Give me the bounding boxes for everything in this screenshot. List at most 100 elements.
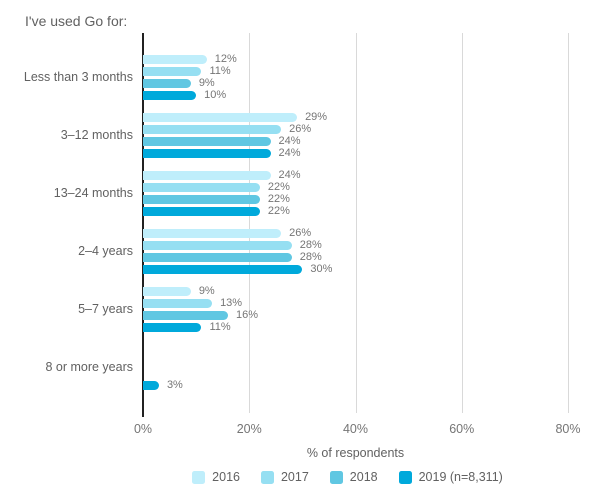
gridline bbox=[249, 33, 251, 413]
bar-group: Less than 3 months 12% 11% 9% 10% bbox=[24, 52, 568, 101]
bar-value-label: 26% bbox=[289, 122, 312, 135]
bar-row: 22% bbox=[143, 180, 568, 193]
category-label: 3–12 months bbox=[60, 128, 133, 142]
bar-value-label: 28% bbox=[299, 250, 322, 263]
category-label: 8 or more years bbox=[45, 360, 133, 374]
bar bbox=[143, 322, 202, 332]
bar-value-label: 11% bbox=[209, 64, 231, 77]
bar-row bbox=[143, 369, 568, 378]
bar-group: 13–24 months 24% 22% 22% 22% bbox=[54, 168, 568, 217]
bar bbox=[143, 194, 260, 204]
legend-item: 2016 bbox=[192, 470, 240, 484]
bar-value-label: 11% bbox=[209, 320, 231, 333]
bar-row: 30% bbox=[143, 262, 568, 275]
bar-value-label: 29% bbox=[305, 110, 328, 123]
bar-row: 22% bbox=[143, 204, 568, 217]
bar bbox=[143, 78, 191, 88]
x-tick-label: 60% bbox=[449, 422, 475, 436]
bar-group: 5–7 years 9% 13% 16% 11% bbox=[78, 284, 568, 333]
bar bbox=[143, 54, 207, 64]
bar bbox=[143, 206, 260, 216]
bar-value-label: 24% bbox=[278, 168, 301, 181]
legend-label: 2018 bbox=[349, 470, 378, 484]
bar-value-label: 22% bbox=[267, 180, 290, 193]
bar-row bbox=[143, 357, 568, 366]
bar-row: 11% bbox=[143, 64, 568, 77]
bar-value-label: 24% bbox=[278, 134, 301, 147]
bar-group: 2–4 years 26% 28% 28% 30% bbox=[78, 226, 568, 275]
bar-row: 12% bbox=[143, 52, 568, 65]
bar bbox=[143, 90, 197, 100]
bar-value-label: 9% bbox=[198, 76, 215, 89]
bar-row: 11% bbox=[143, 320, 568, 333]
bar-value-label: 28% bbox=[299, 238, 322, 251]
bar-row: 29% bbox=[143, 110, 568, 123]
bar-value-label: 30% bbox=[310, 262, 333, 275]
legend-item: 2019 (n=8,311) bbox=[398, 470, 503, 484]
bar-row: 3% bbox=[143, 378, 568, 391]
x-tick-label: 40% bbox=[342, 422, 369, 436]
bar bbox=[143, 170, 271, 180]
bar-value-label: 22% bbox=[267, 204, 290, 217]
bar-value-label: 24% bbox=[278, 146, 301, 159]
bar bbox=[143, 310, 228, 320]
category-label: 13–24 months bbox=[53, 186, 133, 200]
bar-row: 22% bbox=[143, 193, 568, 204]
bar-row: 9% bbox=[143, 76, 568, 89]
bar-value-label: 13% bbox=[220, 296, 243, 309]
x-tick-label: 0% bbox=[133, 422, 153, 436]
bar-row: 16% bbox=[143, 308, 568, 321]
category-label: Less than 3 months bbox=[23, 70, 133, 84]
gridline bbox=[461, 33, 463, 413]
bar-value-label: 9% bbox=[198, 284, 215, 297]
category-label: 5–7 years bbox=[78, 302, 133, 316]
bar-value-label: 3% bbox=[166, 378, 183, 391]
x-axis-title: % of respondents bbox=[306, 446, 405, 460]
bar bbox=[143, 136, 271, 146]
x-tick-label: 80% bbox=[555, 422, 581, 436]
bar bbox=[143, 252, 292, 262]
bar-group: 3–12 months 29% 26% 24% 24% bbox=[61, 110, 568, 159]
bar bbox=[143, 182, 260, 192]
bar-row: 28% bbox=[143, 238, 568, 251]
legend-swatch bbox=[260, 470, 274, 484]
bar-row: 26% bbox=[143, 226, 568, 239]
bar-row: 13% bbox=[143, 296, 568, 309]
bar bbox=[143, 264, 303, 274]
x-tick-label: 20% bbox=[236, 422, 262, 436]
bar-row: 10% bbox=[143, 88, 568, 101]
bar-row: 26% bbox=[143, 122, 568, 135]
bar-value-label: 16% bbox=[236, 308, 259, 321]
legend-item: 2017 bbox=[260, 470, 309, 484]
legend-swatch bbox=[398, 470, 412, 484]
bar-row: 24% bbox=[143, 146, 568, 159]
legend-swatch bbox=[329, 470, 343, 484]
bar bbox=[143, 228, 282, 238]
bar bbox=[143, 286, 191, 296]
gridline bbox=[355, 33, 357, 413]
bar-row: 24% bbox=[143, 134, 568, 147]
legend: 2016 2017 2018 2019 (n=8,311) bbox=[95, 470, 600, 484]
bar bbox=[143, 124, 282, 134]
legend-item: 2018 bbox=[329, 470, 378, 484]
bar-value-label: 10% bbox=[204, 88, 227, 101]
bar bbox=[143, 240, 292, 250]
bar-row bbox=[143, 345, 568, 354]
bar-group: 8 or more years 3% bbox=[45, 345, 568, 391]
bar bbox=[143, 112, 298, 122]
bar-row: 28% bbox=[143, 250, 568, 263]
gridline bbox=[568, 33, 569, 413]
bar-value-label: 12% bbox=[214, 52, 237, 65]
bar-row: 24% bbox=[143, 168, 568, 181]
bar-value-label: 26% bbox=[289, 226, 312, 239]
legend-label: 2019 (n=8,311) bbox=[418, 470, 503, 484]
bar bbox=[143, 66, 202, 76]
y-axis-line bbox=[142, 33, 144, 417]
bar bbox=[143, 380, 159, 390]
bar-row: 9% bbox=[143, 284, 568, 297]
category-label: 2–4 years bbox=[78, 244, 133, 258]
legend-swatch bbox=[192, 470, 206, 484]
chart-title: I've used Go for: bbox=[25, 13, 128, 29]
plot-area: 0% 20% 40% 60% 80% Less than 3 months 12% 11% 9%… bbox=[24, 33, 581, 436]
